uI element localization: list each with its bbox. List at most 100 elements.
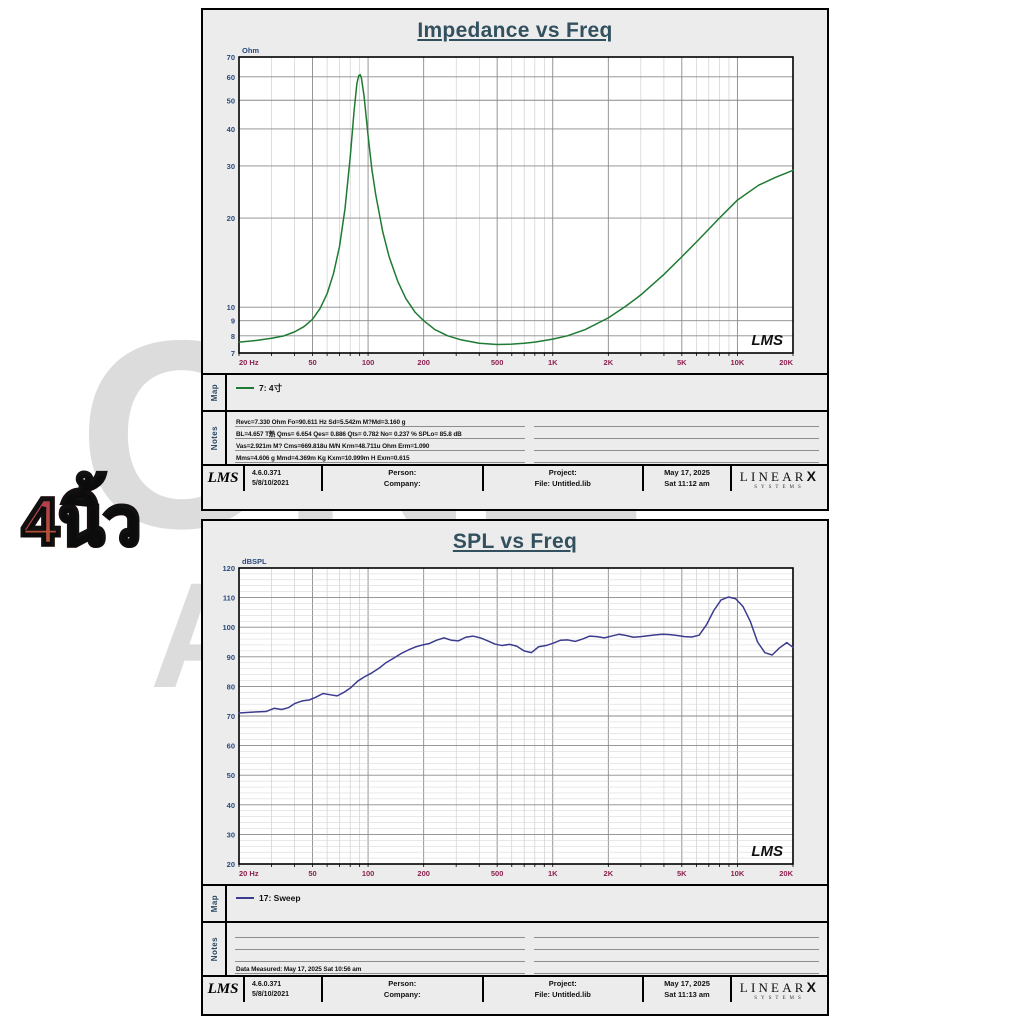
legend-item-label: 7: 4寸 — [259, 383, 283, 393]
note-field: Revc=7.330 Ohm Fo=90.611 Hz Sd=5.542m M?… — [235, 415, 525, 427]
note-text: Data Measured: May 17, 2025 Sat 10:56 am — [236, 966, 362, 973]
svg-text:30: 30 — [227, 162, 235, 171]
note-field-right[interactable] — [534, 926, 819, 938]
brand-word: LINEAR — [739, 979, 807, 995]
file-label: File: Untitled.lib — [534, 478, 591, 488]
note-field-right[interactable] — [534, 962, 819, 974]
spl-plot-svg: 20 30 40 50 60 70 80 90 100 110 120 dBSPL 20 Hz 50 100… — [222, 557, 794, 878]
company-label: Company: — [383, 989, 421, 999]
linearx-brand: LINEARX SYSTEMS — [732, 466, 827, 491]
legend-line-icon — [236, 387, 254, 389]
thai-size-badge: 4นิ้ว — [20, 484, 144, 558]
note-field: BL=4.657 T熱 Qms= 6.654 Qes= 0.886 Qts= 0… — [235, 427, 525, 439]
svg-text:2K: 2K — [604, 869, 614, 878]
svg-text:200: 200 — [417, 358, 430, 367]
svg-text:50: 50 — [227, 771, 235, 780]
brand-subtitle: SYSTEMS — [754, 484, 805, 490]
brand-subtitle: SYSTEMS — [754, 995, 805, 1001]
note-line[interactable] — [235, 926, 819, 938]
note-line[interactable]: Vas=2.921m M? Cms=669.818u M/N Krm=48.71… — [235, 439, 819, 451]
version-cell: 4.6.0.371 5/8/10/2021 — [245, 466, 323, 491]
legend-item[interactable]: 7: 4寸 — [227, 375, 827, 394]
svg-text:40: 40 — [227, 125, 235, 134]
brand-word: LINEAR — [739, 468, 807, 484]
brand-name: LINEARX — [740, 979, 819, 996]
lms-logo: LMS — [203, 466, 245, 491]
note-line[interactable]: Data Measured: May 17, 2025 Sat 10:56 am — [235, 962, 819, 974]
person-label: Person: — [388, 979, 417, 988]
note-field-right[interactable] — [534, 451, 819, 463]
note-field: Mms=4.606 g Mmd=4.369m Kg Kxm=10.999m H … — [235, 451, 525, 463]
company-label: Company: — [383, 478, 421, 488]
note-text: Mms=4.606 g Mmd=4.369m Kg Kxm=10.999m H … — [236, 455, 410, 462]
svg-text:dBSPL: dBSPL — [242, 557, 267, 566]
footer-date: May 17, 2025 — [664, 468, 710, 477]
svg-text:7: 7 — [231, 349, 235, 358]
spl-footer: LMS 4.6.0.371 5/8/10/2021 Person: Compan… — [203, 975, 827, 1002]
brand-x: X — [806, 467, 820, 484]
footer-time: Sat 11:13 am — [664, 989, 710, 999]
note-line[interactable]: BL=4.657 T熱 Qms= 6.654 Qes= 0.886 Qts= 0… — [235, 427, 819, 439]
svg-text:30: 30 — [227, 830, 235, 839]
file-label: File: Untitled.lib — [534, 989, 591, 999]
version-date: 5/8/10/2021 — [252, 990, 289, 998]
project-cell[interactable]: Project: File: Untitled.lib — [484, 977, 644, 1002]
version-cell: 4.6.0.371 5/8/10/2021 — [245, 977, 323, 1002]
person-label: Person: — [388, 468, 417, 477]
svg-text:90: 90 — [227, 653, 235, 662]
project-cell[interactable]: Project: File: Untitled.lib — [484, 466, 644, 491]
brand-x: X — [806, 978, 820, 995]
svg-text:60: 60 — [227, 742, 235, 751]
note-field-right[interactable] — [534, 938, 819, 950]
date-cell: May 17, 2025 Sat 11:13 am — [644, 977, 732, 1002]
svg-text:80: 80 — [227, 682, 235, 691]
svg-text:500: 500 — [491, 358, 504, 367]
note-text: Vas=2.921m M? Cms=669.818u M/N Krm=48.71… — [236, 443, 430, 450]
impedance-map-band: Map 7: 4寸 — [203, 373, 827, 410]
spl-notes-label-text: Notes — [209, 936, 219, 962]
person-cell[interactable]: Person: Company: — [323, 466, 484, 491]
note-line[interactable] — [235, 950, 819, 962]
svg-text:50: 50 — [308, 358, 316, 367]
note-line[interactable]: Revc=7.330 Ohm Fo=90.611 Hz Sd=5.542m M?… — [235, 415, 819, 427]
note-field-right[interactable] — [534, 439, 819, 451]
note-line[interactable]: Mms=4.606 g Mmd=4.369m Kg Kxm=10.999m H … — [235, 451, 819, 463]
svg-text:120: 120 — [222, 564, 235, 573]
person-cell[interactable]: Person: Company: — [323, 977, 484, 1002]
svg-text:100: 100 — [362, 358, 375, 367]
linearx-brand: LINEARX SYSTEMS — [732, 977, 827, 1002]
version-date: 5/8/10/2021 — [252, 479, 289, 487]
note-field — [235, 938, 525, 950]
legend-item[interactable]: 17: Sweep — [227, 886, 827, 903]
impedance-map-label: Map — [203, 375, 227, 410]
note-line[interactable] — [235, 938, 819, 950]
svg-text:110: 110 — [223, 594, 235, 603]
spl-map-band: Map 17: Sweep — [203, 884, 827, 921]
svg-text:60: 60 — [227, 73, 235, 82]
spl-report-sheet: SPL vs Freq 20 30 40 50 60 70 80 90 100 110 120 dBS… — [201, 519, 829, 1016]
note-field-right[interactable] — [534, 427, 819, 439]
impedance-legend-area: 7: 4寸 — [227, 375, 827, 410]
impedance-notes-label-text: Notes — [209, 425, 219, 451]
note-field — [235, 950, 525, 962]
svg-text:1K: 1K — [548, 869, 558, 878]
legend-item-label: 17: Sweep — [259, 893, 301, 903]
note-field: Data Measured: May 17, 2025 Sat 10:56 am — [235, 962, 525, 974]
note-text: Revc=7.330 Ohm Fo=90.611 Hz Sd=5.542m M?… — [236, 419, 406, 426]
legend-line-icon — [236, 897, 254, 899]
impedance-notes-area: Revc=7.330 Ohm Fo=90.611 Hz Sd=5.542m M?… — [227, 412, 827, 464]
impedance-map-label-text: Map — [209, 383, 219, 402]
note-field-right[interactable] — [534, 415, 819, 427]
svg-text:40: 40 — [227, 801, 235, 810]
svg-text:Ohm: Ohm — [242, 46, 259, 55]
svg-text:20: 20 — [227, 214, 235, 223]
note-field-right[interactable] — [534, 950, 819, 962]
spl-map-label: Map — [203, 886, 227, 921]
svg-text:2K: 2K — [604, 358, 614, 367]
svg-text:70: 70 — [227, 53, 235, 62]
date-cell: May 17, 2025 Sat 11:12 am — [644, 466, 732, 491]
svg-text:50: 50 — [308, 869, 316, 878]
spl-legend-area: 17: Sweep — [227, 886, 827, 921]
svg-text:20 Hz: 20 Hz — [239, 358, 259, 367]
svg-text:1K: 1K — [548, 358, 558, 367]
